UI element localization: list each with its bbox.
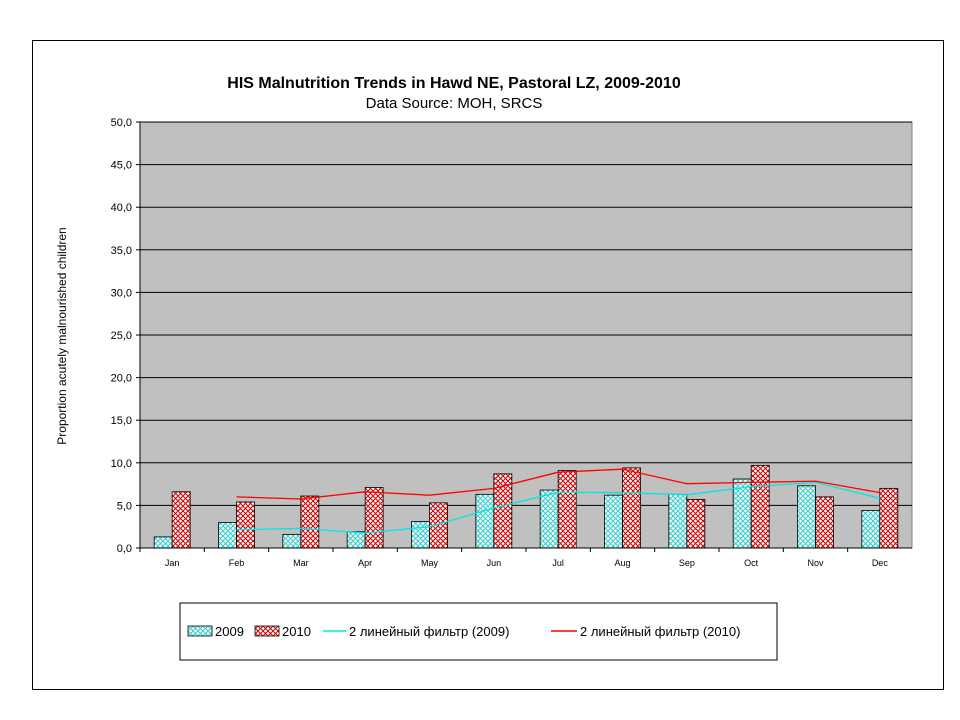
x-tick-label-aug: Aug [614, 558, 630, 568]
x-tick-label-dec: Dec [872, 558, 889, 568]
bar-2009-jan [153, 536, 173, 549]
x-tick-label-apr: Apr [358, 558, 372, 568]
bar-2009-oct [732, 478, 752, 549]
y-tick-label-5: 25,0 [111, 330, 132, 342]
x-tick-label-feb: Feb [229, 558, 245, 568]
axis-layer: 0,0 5,0 10,0 15,0 20,0 25,0 30,0 35,0 40,0 45,0 50… [111, 117, 912, 568]
legend-label-filter-2010: 2 линейный фильтр (2010) [580, 624, 740, 639]
bar-2010-jul [557, 470, 577, 549]
bar-2009-jun [475, 493, 495, 549]
bar-2010-feb [236, 501, 255, 549]
y-tick-label-4: 20,0 [111, 373, 132, 385]
trend-line-2009 [236, 481, 880, 534]
legend-label-2010: 2010 [282, 624, 311, 639]
x-tick-label-nov: Nov [807, 558, 824, 568]
x-tick-label-jan: Jan [165, 558, 180, 568]
y-tick-label-3: 15,0 [111, 415, 132, 427]
legend-box [179, 602, 778, 661]
legend-swatch-2010 [254, 625, 280, 637]
bar-2010-mar [300, 495, 320, 549]
bar-2009-nov [797, 485, 816, 549]
x-tick-label-may: May [421, 558, 439, 568]
bar-2010-jan [171, 491, 191, 549]
x-tick-label-sep: Sep [679, 558, 695, 568]
y-axis-label: Proportion acutely malnourished children [55, 227, 69, 444]
y-tick-label-9: 45,0 [111, 160, 132, 172]
chart-svg: HIS Malnutrition Trends in Hawd NE, Past… [55, 75, 913, 661]
chart-title: HIS Malnutrition Trends in Hawd NE, Past… [227, 75, 681, 92]
bar-2010-sep [686, 499, 706, 549]
y-tick-label-10: 50,0 [111, 117, 132, 129]
trend-line-2010 [236, 468, 880, 500]
bar-2009-dec [861, 510, 881, 549]
y-tick-label-7: 35,0 [111, 245, 132, 257]
x-tick-label-mar: Mar [293, 558, 309, 568]
y-tick-label-1: 5,0 [117, 500, 132, 512]
bar-2009-sep [668, 493, 688, 549]
y-tick-label-8: 40,0 [111, 202, 132, 214]
legend-label-filter-2009: 2 линейный фильтр (2009) [349, 624, 509, 639]
chart-subtitle: Data Source: MOH, SRCS [366, 95, 543, 112]
x-tick-label-oct: Oct [744, 558, 759, 568]
bar-2010-dec [879, 487, 899, 549]
bar-2009-feb [218, 522, 237, 549]
bar-2009-apr [346, 531, 366, 549]
x-tick-label-jun: Jun [487, 558, 502, 568]
legend: 2009 2010 2 линейный фильтр (2009) 2 лин… [179, 602, 778, 661]
chart-frame: HIS Malnutrition Trends in Hawd NE, Past… [32, 40, 944, 690]
bar-2010-nov [815, 496, 834, 549]
bar-2009-jul [539, 489, 559, 549]
bar-2009-mar [282, 533, 302, 549]
bar-2010-apr [364, 487, 384, 549]
y-tick-label-0: 0,0 [117, 543, 132, 555]
bar-2010-aug [622, 467, 641, 549]
bar-2010-oct [750, 464, 770, 549]
bars-layer [153, 464, 899, 549]
bar-2009-aug [604, 494, 623, 549]
legend-swatch-2009 [187, 625, 213, 637]
x-tick-label-jul: Jul [552, 558, 564, 568]
y-tick-label-2: 10,0 [111, 458, 132, 470]
legend-label-2009: 2009 [215, 624, 244, 639]
lines-layer [236, 468, 880, 534]
y-tick-label-6: 30,0 [111, 287, 132, 299]
bar-2009-may [411, 521, 430, 549]
